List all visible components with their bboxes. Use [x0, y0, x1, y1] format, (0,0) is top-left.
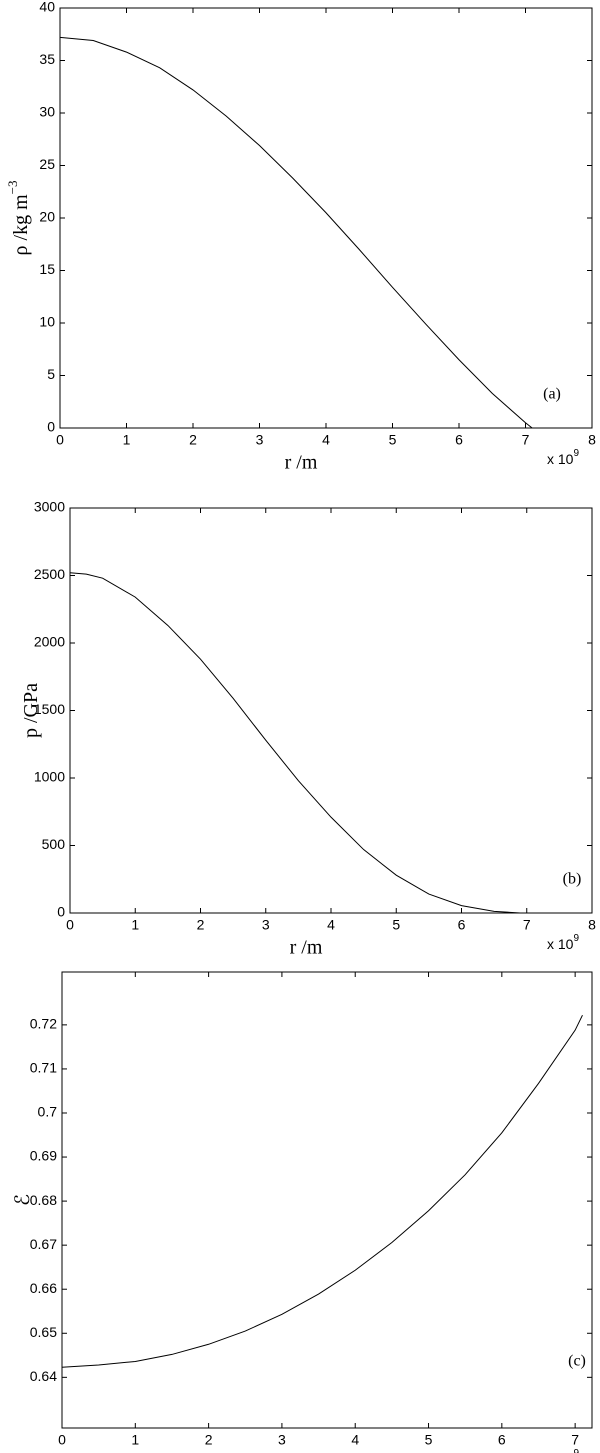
x-tick-label: 3 — [256, 432, 264, 448]
x-tick-label: 7 — [523, 917, 531, 933]
x-scale-exponent: 9 — [573, 1448, 579, 1453]
x-tick-label: 7 — [571, 1432, 579, 1448]
x-tick-label: 2 — [197, 917, 205, 933]
y-axis-label: ρ /kg m−3 — [5, 181, 32, 256]
y-tick-label: 3000 — [34, 499, 65, 515]
y-tick-label: 2500 — [34, 566, 65, 582]
y-tick-label: 1000 — [34, 769, 65, 785]
y-tick-label: 0.65 — [30, 1324, 57, 1340]
x-tick-label: 8 — [588, 917, 596, 933]
y-tick-label: 500 — [42, 836, 66, 852]
x-tick-label: 6 — [458, 917, 466, 933]
x-tick-label: 3 — [278, 1432, 286, 1448]
x-scale-base: x 10 — [547, 451, 574, 467]
plot-frame — [69, 507, 593, 914]
y-tick-label: 0.69 — [30, 1148, 57, 1164]
y-tick-label: 35 — [39, 51, 55, 67]
x-axis-label: r /m — [285, 452, 318, 474]
x-scale-base: x 10 — [547, 936, 574, 952]
x-scale-label: x 109 — [547, 1448, 579, 1453]
panel-annotation: (b) — [563, 871, 582, 888]
y-axis-label-text: p /GPa — [20, 683, 42, 738]
y-tick-label: 2000 — [34, 634, 65, 650]
y-axis-label-sup: −3 — [5, 181, 20, 195]
x-tick-label: 6 — [455, 432, 463, 448]
y-axis-label-text: ℰ — [12, 1194, 34, 1206]
x-tick-label: 0 — [58, 1432, 66, 1448]
x-scale-exponent: 9 — [573, 448, 579, 459]
panel-annotation: (a) — [543, 386, 561, 403]
y-tick-label: 10 — [39, 314, 55, 330]
y-tick-label: 40 — [39, 0, 55, 15]
x-tick-label: 6 — [498, 1432, 506, 1448]
y-tick-label: 20 — [39, 209, 55, 225]
data-line — [61, 1014, 583, 1368]
y-tick-label: 0.64 — [30, 1368, 57, 1384]
y-axis-label: ℰ — [12, 1194, 34, 1206]
x-tick-label: 1 — [131, 1432, 139, 1448]
x-tick-label: 8 — [588, 432, 596, 448]
y-tick-label: 0.7 — [38, 1104, 58, 1120]
x-scale-exponent: 9 — [573, 933, 579, 944]
x-axis-label: r /m — [286, 1452, 319, 1453]
x-axis-label: r /m — [290, 937, 323, 959]
y-tick-label: 5 — [47, 366, 55, 382]
x-tick-label: 2 — [205, 1432, 213, 1448]
x-scale-label: x 109 — [547, 933, 579, 952]
y-tick-label: 0.71 — [30, 1060, 57, 1076]
x-tick-label: 3 — [262, 917, 270, 933]
y-tick-label: 0.68 — [30, 1192, 57, 1208]
y-tick-label: 0 — [47, 419, 55, 435]
y-tick-label: 30 — [39, 104, 55, 120]
x-scale-label: x 109 — [547, 448, 579, 467]
x-tick-label: 1 — [123, 432, 131, 448]
y-axis-label: p /GPa — [20, 683, 42, 738]
y-tick-label: 0 — [57, 904, 65, 920]
x-tick-label: 0 — [56, 432, 64, 448]
x-tick-label: 5 — [392, 917, 400, 933]
x-tick-label: 4 — [322, 432, 330, 448]
panel-annotation: (c) — [568, 1353, 586, 1370]
y-tick-label: 15 — [39, 261, 55, 277]
data-line — [69, 572, 521, 914]
x-tick-label: 1 — [131, 917, 139, 933]
x-tick-label: 2 — [189, 432, 197, 448]
plot-frame — [59, 7, 593, 429]
y-axis-label-text: ρ /kg m — [10, 194, 32, 256]
x-tick-label: 5 — [389, 432, 397, 448]
y-tick-label: 1500 — [34, 701, 65, 717]
x-tick-label: 4 — [351, 1432, 359, 1448]
data-line — [59, 36, 533, 429]
y-tick-label: 0.66 — [30, 1280, 57, 1296]
y-tick-label: 0.67 — [30, 1236, 57, 1252]
x-tick-label: 4 — [327, 917, 335, 933]
y-tick-label: 0.72 — [30, 1016, 57, 1032]
y-tick-label: 25 — [39, 156, 55, 172]
x-scale-base: x 10 — [547, 1451, 574, 1453]
x-tick-label: 0 — [66, 917, 74, 933]
plot-frame — [61, 971, 593, 1429]
x-tick-label: 7 — [522, 432, 530, 448]
x-tick-label: 5 — [425, 1432, 433, 1448]
